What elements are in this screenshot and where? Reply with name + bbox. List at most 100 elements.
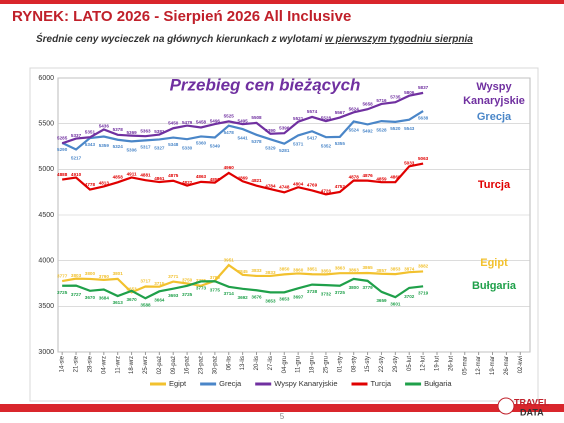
data-label: 3850: [279, 267, 290, 272]
data-label: 3803: [71, 273, 82, 278]
data-label: 4769: [307, 183, 318, 188]
y-tick-label: 5500: [38, 121, 54, 128]
data-label: 3863: [335, 265, 346, 270]
data-label: 4748: [279, 185, 290, 190]
data-label: 3588: [140, 303, 151, 308]
x-tick-label: 28-sie: [88, 355, 94, 372]
data-label: 5543: [404, 126, 415, 131]
data-label: 5033: [404, 161, 415, 166]
data-label: 5567: [335, 110, 346, 115]
data-label: 3725: [335, 290, 346, 295]
data-label: 4881: [140, 172, 151, 177]
data-label: 5521: [293, 116, 304, 121]
series-label: Bułgaria: [471, 280, 516, 292]
data-label: 4878: [349, 175, 360, 180]
x-tick-label: 22-sty: [379, 356, 385, 372]
data-label: 5528: [376, 127, 387, 132]
series-label: Grecja: [476, 111, 512, 123]
data-label: 4752: [335, 184, 346, 189]
data-label: 4860: [390, 174, 401, 179]
data-label: 3684: [99, 296, 110, 301]
data-label: 5450: [168, 120, 179, 125]
data-label: 5390: [265, 128, 276, 133]
data-label: 5217: [71, 156, 82, 161]
data-label: 3853: [390, 266, 401, 271]
data-label: 4726: [321, 189, 332, 194]
x-tick-label: 18-wrz: [129, 356, 135, 374]
legend-item: Wyspy Kanaryjskie: [255, 379, 338, 388]
data-label: 4859: [376, 176, 387, 181]
y-tick-label: 5000: [38, 166, 54, 173]
bottom-band: [0, 404, 564, 412]
x-tick-label: 16-paź: [185, 356, 191, 374]
data-label: 5281: [279, 148, 290, 153]
data-label: 5306: [126, 148, 137, 153]
data-label: 5624: [349, 107, 360, 112]
data-label: 5716: [376, 98, 387, 103]
data-label: 5436: [99, 124, 110, 129]
x-tick-label: 19-mar: [490, 356, 496, 375]
y-tick-label: 4000: [38, 258, 54, 265]
data-label: 4875: [168, 173, 179, 178]
chart-title: Przebieg cen bieżących: [170, 75, 361, 94]
x-tick-label: 01-sty: [337, 356, 343, 372]
data-label: 3725: [57, 290, 68, 295]
data-label: 5806: [404, 90, 415, 95]
data-label: 3800: [349, 285, 360, 290]
data-label: 5479: [182, 120, 193, 125]
data-label: 3697: [293, 295, 304, 300]
legend-label: Turcja: [371, 379, 392, 388]
x-tick-label: 29-sty: [393, 356, 399, 372]
data-label: 3653: [279, 297, 290, 302]
data-label: 5441: [238, 135, 249, 140]
data-label: 3692: [238, 295, 249, 300]
x-tick-label: 20-lis: [254, 356, 260, 370]
x-tick-label: 23-paź: [199, 356, 205, 374]
page-number: 5: [280, 412, 285, 421]
data-label: 5330: [182, 145, 193, 150]
data-label: 3725: [182, 292, 193, 297]
x-tick-label: 19-lut: [435, 356, 441, 371]
subtitle: Średnie ceny wycieczek na głównych kieru…: [36, 32, 473, 45]
data-label: 5337: [71, 133, 82, 138]
data-label: 3850: [321, 269, 332, 274]
x-tick-label: 18-gru: [310, 356, 316, 373]
data-label: 5638: [418, 115, 429, 120]
data-label: 3719: [418, 291, 429, 296]
data-label: 3845: [238, 269, 249, 274]
data-label: 5371: [293, 142, 304, 147]
data-label: 4888: [57, 172, 68, 177]
data-label: 3860: [293, 268, 304, 273]
data-label: 3780: [210, 275, 221, 280]
data-label: 5524: [349, 128, 360, 133]
logo-text: TRAVEL: [514, 397, 550, 407]
data-label: 5478: [224, 130, 235, 135]
data-label: 3676: [251, 294, 262, 299]
data-label: 3882: [418, 264, 429, 269]
data-label: 4784: [265, 183, 276, 188]
x-tick-label: 11-wrz: [115, 356, 121, 374]
data-label: 3702: [404, 294, 415, 299]
x-tick-label: 02-paź: [157, 356, 163, 374]
data-label: 3717: [140, 279, 151, 284]
data-label: 5508: [251, 115, 262, 120]
x-tick-label: 04-gru: [282, 356, 288, 373]
data-label: 3659: [376, 298, 387, 303]
data-label: 3773: [196, 286, 207, 291]
series-line: [62, 277, 424, 300]
subtitle-underlined: w pierwszym tygodniu sierpnia: [325, 34, 473, 45]
data-label: 5363: [140, 128, 151, 133]
data-label: 5327: [154, 146, 165, 151]
data-label: 5396: [279, 125, 290, 130]
data-label: 5378: [251, 139, 262, 144]
data-label: 3670: [85, 295, 96, 300]
series-label: Wyspy Kanaryjskie: [463, 81, 525, 107]
series-line: [61, 110, 424, 151]
data-label: 5458: [196, 120, 207, 125]
data-label: 4821: [251, 178, 262, 183]
legend-label: Grecja: [219, 379, 242, 388]
data-label: 5520: [390, 126, 401, 131]
data-label: 4804: [293, 181, 304, 186]
x-tick-label: 08-sty: [351, 356, 357, 372]
data-label: 3833: [265, 270, 276, 275]
